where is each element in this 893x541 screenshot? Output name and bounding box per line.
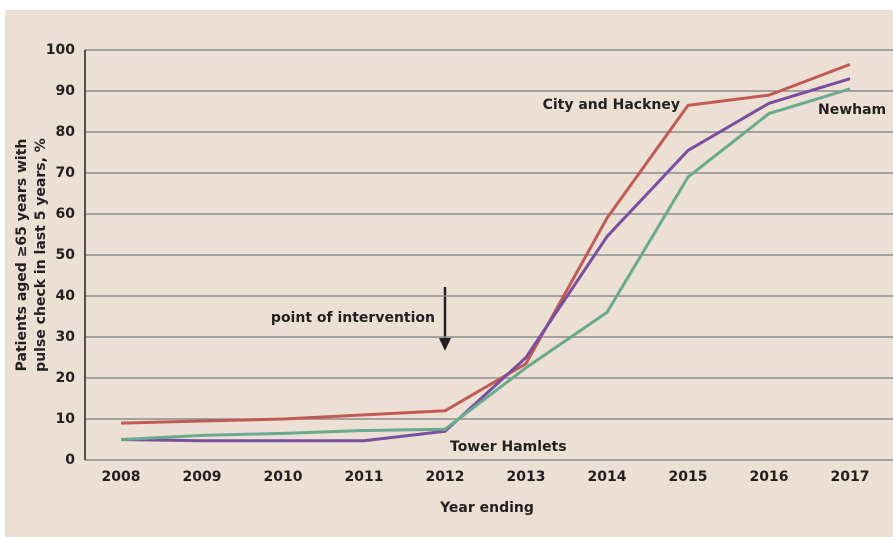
y-tick-label: 40: [56, 288, 76, 304]
y-tick-label: 80: [56, 124, 76, 140]
series-line: [120, 77, 851, 443]
y-tick-label: 60: [56, 206, 76, 222]
series-line: [120, 62, 851, 425]
y-axis-label: Patients aged ≥65 years with: [14, 139, 30, 372]
series-label: City and Hackney: [543, 97, 680, 113]
y-tick-label: 0: [65, 452, 75, 468]
x-axis-label: Year ending: [439, 500, 534, 516]
x-tick-label: 2014: [588, 469, 627, 485]
y-tick-label: 50: [56, 247, 76, 263]
x-tick-label: 2011: [345, 469, 384, 485]
series-label: Tower Hamlets: [450, 439, 567, 455]
y-tick-label: 30: [56, 329, 76, 345]
y-tick-label: 70: [56, 165, 76, 181]
y-tick-label: 20: [56, 370, 76, 386]
annotation-arrowhead: [439, 338, 451, 351]
x-tick-label: 2012: [426, 469, 465, 485]
x-tick-label: 2010: [264, 469, 303, 485]
series-line: [120, 87, 851, 441]
x-tick-label: 2008: [102, 469, 141, 485]
y-tick-label: 100: [46, 42, 75, 58]
y-axis-label: pulse check in last 5 years, %: [33, 138, 49, 372]
x-tick-label: 2015: [669, 469, 708, 485]
y-tick-label: 90: [56, 83, 76, 99]
y-tick-label: 10: [56, 411, 76, 427]
x-tick-label: 2013: [507, 469, 546, 485]
chart-background: [5, 10, 893, 537]
x-tick-label: 2016: [750, 469, 789, 485]
series-label: Newham: [818, 102, 886, 118]
annotation: point of intervention: [271, 310, 435, 326]
x-tick-label: 2009: [183, 469, 222, 485]
x-tick-label: 2017: [831, 469, 870, 485]
